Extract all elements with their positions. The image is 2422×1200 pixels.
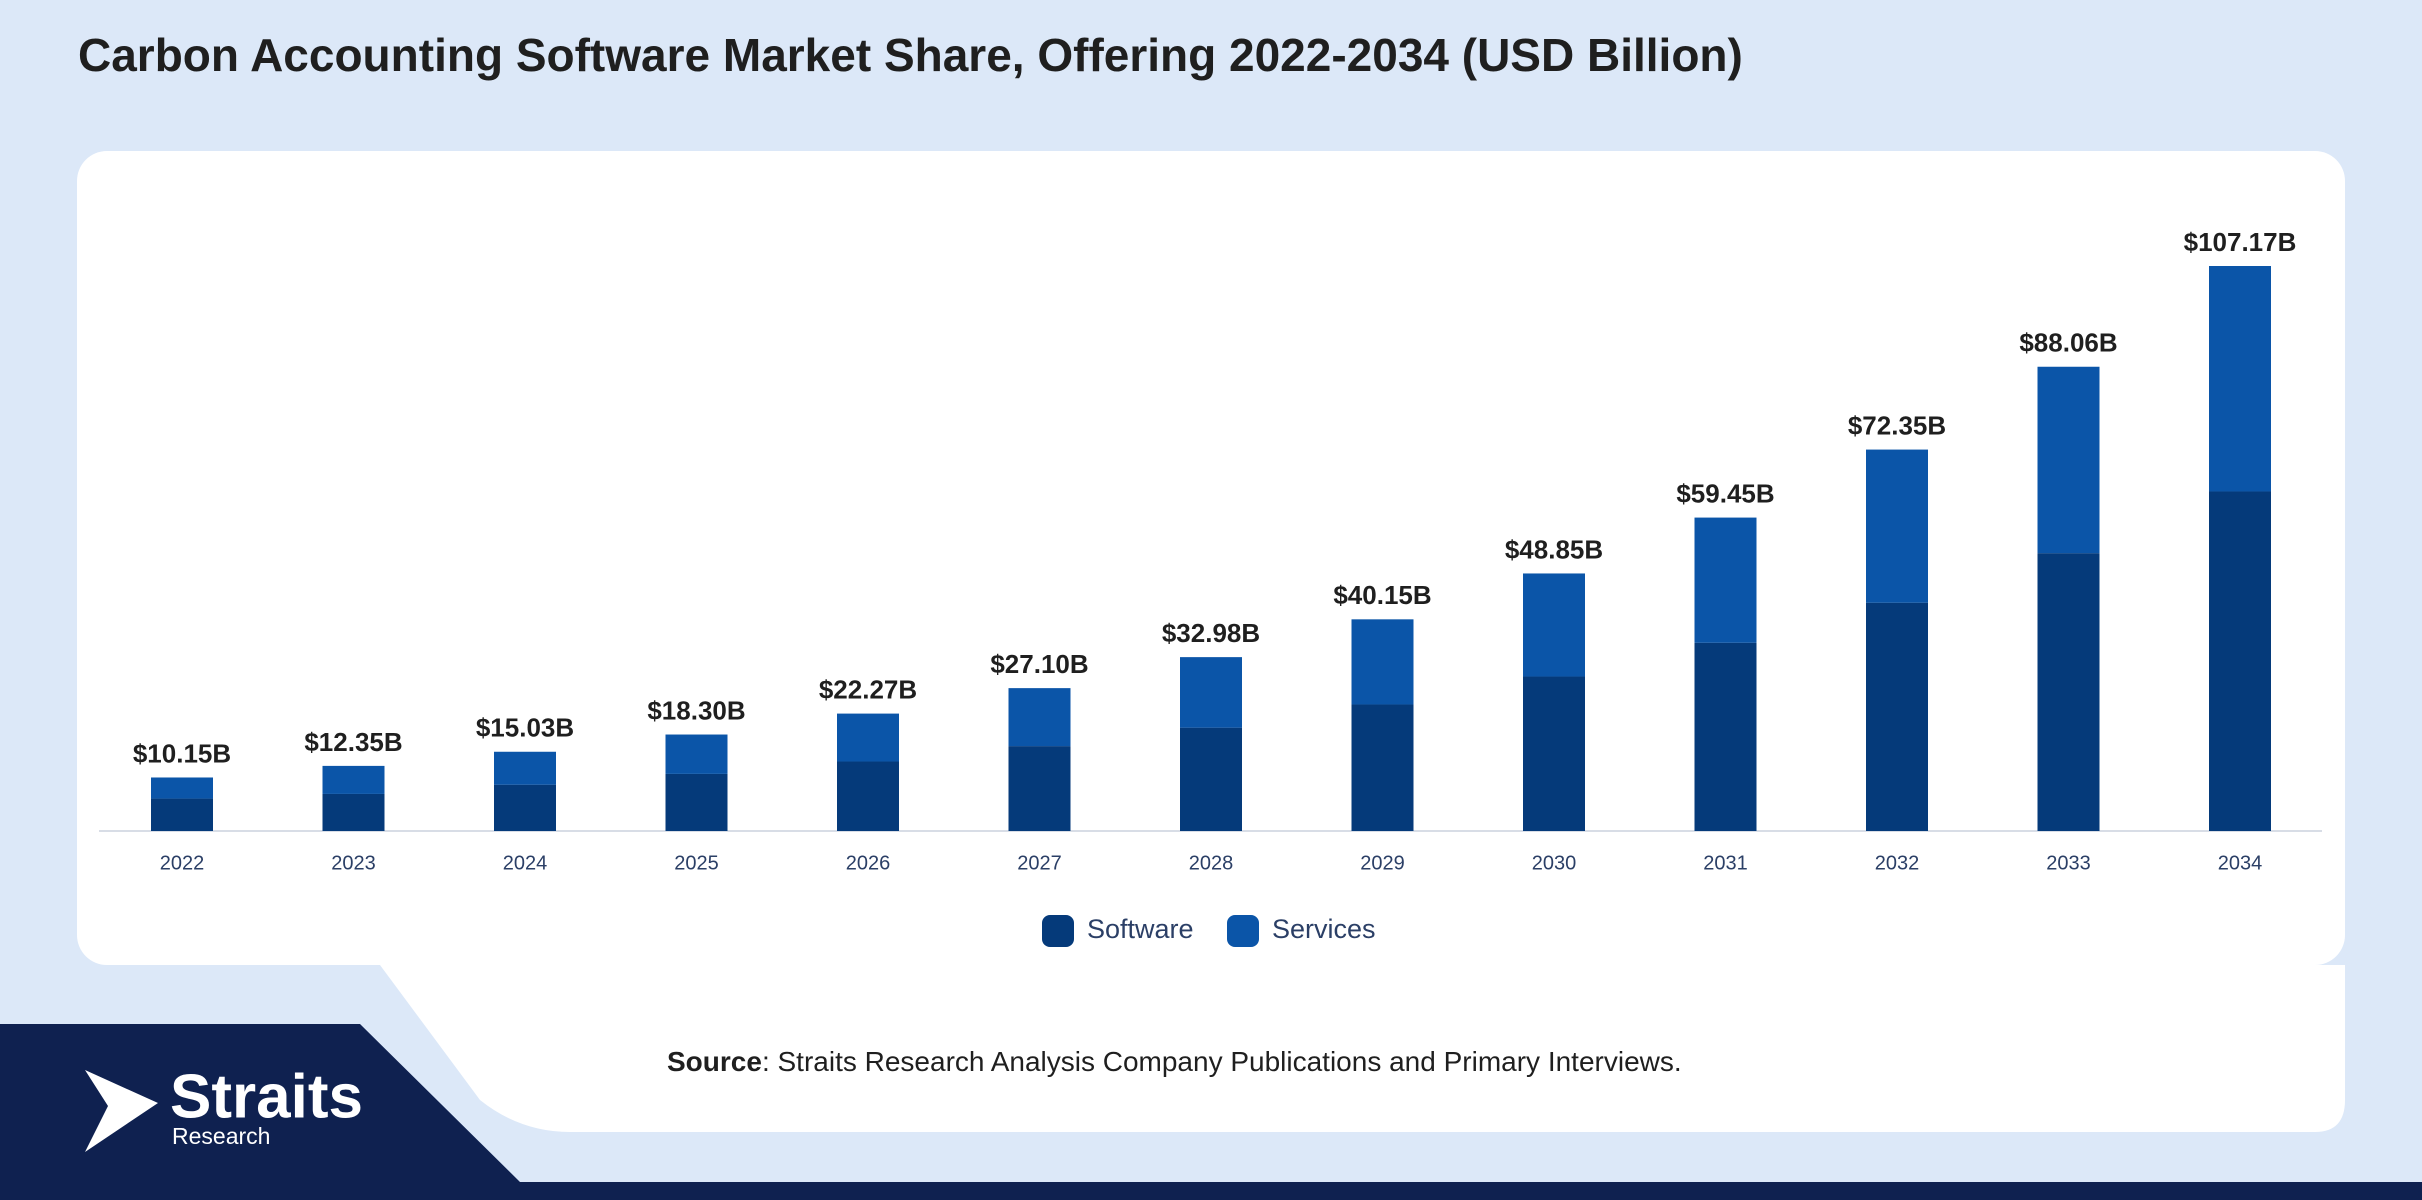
bar-segment	[1008, 746, 1071, 831]
total-label: $107.17B	[2184, 227, 2297, 257]
logo-icon	[85, 1070, 158, 1152]
total-label: $22.27B	[819, 674, 917, 704]
x-tick-label: 2027	[1017, 852, 1062, 874]
bar-segment	[1866, 602, 1928, 831]
x-tick-label: 2029	[1360, 852, 1405, 874]
bar-segment	[1351, 704, 1414, 831]
bar-segment	[665, 773, 728, 831]
x-tick-label: 2030	[1532, 852, 1577, 874]
legend-label: Services	[1272, 914, 1376, 944]
total-label: $59.45B	[1676, 478, 1774, 508]
x-tick-label: 2026	[846, 852, 891, 874]
bar-segment	[2037, 553, 2100, 831]
brand-sub: Research	[172, 1123, 270, 1149]
total-label: $40.15B	[1333, 580, 1431, 610]
bar-segment	[837, 761, 899, 831]
source-label: Source	[667, 1046, 762, 1077]
legend-swatch	[1227, 915, 1259, 947]
bar-segment	[494, 751, 556, 785]
footer-band	[0, 1024, 2422, 1200]
bar-segment	[1866, 449, 1928, 603]
total-label: $27.10B	[990, 649, 1088, 679]
total-label: $88.06B	[2019, 328, 2117, 358]
x-tick-label: 2022	[160, 852, 205, 874]
chart-title: Carbon Accounting Software Market Share,…	[78, 29, 1743, 81]
x-tick-label: 2032	[1875, 852, 1920, 874]
source: Source: Straits Research Analysis Compan…	[667, 1046, 1682, 1077]
source-text: : Straits Research Analysis Company Publ…	[762, 1046, 1682, 1077]
bar-segment	[665, 734, 728, 774]
total-label: $10.15B	[133, 738, 231, 768]
legend-swatch	[1042, 915, 1074, 947]
total-label: $32.98B	[1162, 618, 1260, 648]
total-label: $15.03B	[476, 713, 574, 743]
legend-label: Software	[1087, 914, 1194, 944]
total-label: $12.35B	[304, 727, 402, 757]
bar-segment	[1351, 619, 1414, 705]
bar-segment	[151, 798, 213, 831]
bar-segment	[2209, 266, 2271, 492]
bar-segment	[322, 765, 385, 794]
x-tick-label: 2028	[1189, 852, 1234, 874]
x-tick-label: 2025	[674, 852, 719, 874]
x-tick-label: 2033	[2046, 852, 2091, 874]
total-label: $72.35B	[1848, 410, 1946, 440]
bar-segment	[1180, 657, 1242, 728]
x-tick-label: 2024	[503, 852, 548, 874]
total-label: $48.85B	[1505, 534, 1603, 564]
x-tick-label: 2023	[331, 852, 376, 874]
total-label: $18.30B	[647, 695, 745, 725]
bar-segment	[494, 784, 556, 831]
x-tick-label: 2031	[1703, 852, 1748, 874]
bar-segment	[2037, 366, 2100, 554]
bar-segment	[151, 777, 213, 799]
bar-segment	[2209, 491, 2271, 831]
bar-segment	[1523, 573, 1585, 677]
chart-card	[77, 151, 2345, 965]
brand: Straits	[170, 1062, 363, 1131]
bar-segment	[1180, 727, 1242, 831]
bar-segment	[322, 793, 385, 831]
x-tick-label: 2034	[2218, 852, 2263, 874]
bar-segment	[1694, 642, 1757, 831]
source-card	[380, 965, 2345, 1132]
bar-segment	[1694, 517, 1757, 643]
bar-segment	[1008, 688, 1071, 747]
bar-segment	[837, 713, 899, 762]
bar-segment	[1523, 676, 1585, 831]
